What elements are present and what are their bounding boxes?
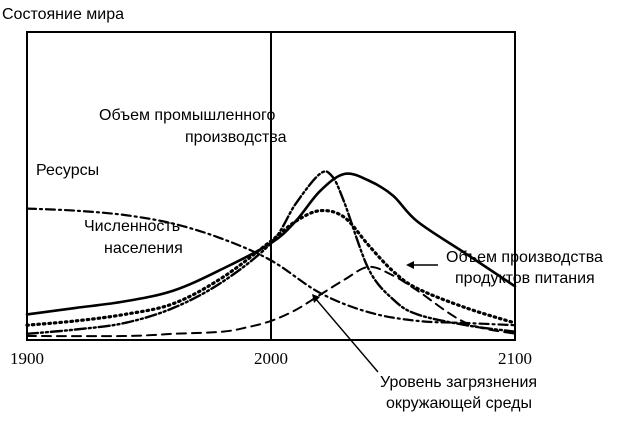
label-population-line2: населения bbox=[104, 240, 183, 257]
food-arrow-head bbox=[406, 261, 414, 269]
x-tick-label-2000: 2000 bbox=[254, 349, 288, 368]
x-tick-label-1900: 1900 bbox=[10, 349, 44, 368]
label-resources: Ресурсы bbox=[36, 162, 99, 179]
label-food-line2: продуктов питания bbox=[455, 270, 595, 287]
x-tick-layer: 1900 2000 2100 bbox=[10, 349, 532, 368]
y-axis-title: Состояние мира bbox=[2, 6, 124, 23]
label-industry-line1: Объем промышленного bbox=[99, 107, 276, 124]
x-tick-label-2100: 2100 bbox=[498, 349, 532, 368]
label-pollution-line2: окружающей среды bbox=[386, 395, 532, 412]
series-line-3 bbox=[25, 170, 517, 335]
pollution-arrow-head bbox=[312, 294, 320, 303]
series-line-4 bbox=[25, 172, 517, 316]
series-line-5 bbox=[26, 265, 516, 338]
label-food-line1: Объем производства bbox=[446, 249, 603, 266]
label-industry-line2: производства bbox=[185, 129, 287, 146]
label-population-line1: Численность bbox=[84, 218, 180, 235]
pollution-arrow-line bbox=[314, 297, 379, 373]
label-pollution-line1: Уровень загрязнения bbox=[380, 374, 537, 391]
series-line-2 bbox=[25, 208, 517, 327]
